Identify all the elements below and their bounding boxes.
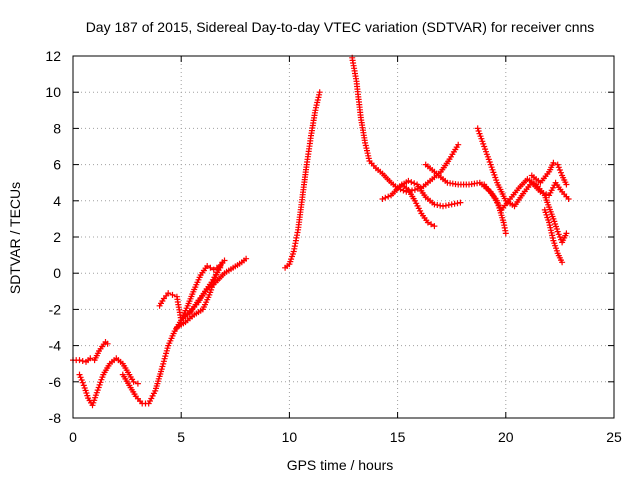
y-tick-label: 4 bbox=[53, 193, 61, 209]
series-arc-6 bbox=[182, 264, 224, 320]
data-point bbox=[243, 255, 250, 262]
data-point bbox=[104, 340, 111, 347]
axis-layer: 0 5 10 15 20 25 -8 -6 -4 -2 0 2 4 6 8 10 12 bbox=[45, 48, 622, 445]
data-point bbox=[431, 223, 438, 230]
series-arc-10 bbox=[398, 181, 438, 230]
y-tick-label: 10 bbox=[45, 84, 61, 100]
data-point bbox=[424, 219, 431, 226]
data-point bbox=[79, 379, 86, 386]
data-point bbox=[550, 159, 557, 166]
y-tick-label: -2 bbox=[49, 301, 62, 317]
data-point bbox=[554, 161, 561, 168]
y-tick-label: 2 bbox=[53, 229, 61, 245]
data-point bbox=[502, 230, 509, 237]
data-point bbox=[556, 234, 563, 240]
y-tick-label: -8 bbox=[49, 410, 62, 426]
x-tick-label: 25 bbox=[606, 429, 622, 445]
data-point bbox=[130, 378, 137, 385]
data-point bbox=[316, 89, 323, 96]
data-point bbox=[76, 371, 83, 378]
x-axis-label: GPS time / hours bbox=[287, 457, 394, 473]
data-point bbox=[405, 177, 412, 184]
data-point bbox=[79, 358, 86, 364]
data-point bbox=[554, 228, 561, 235]
data-point bbox=[204, 263, 211, 269]
data-point bbox=[411, 186, 418, 193]
data-point bbox=[87, 355, 94, 362]
data-point bbox=[219, 259, 226, 266]
x-tick-label: 10 bbox=[282, 429, 298, 445]
data-point bbox=[563, 230, 570, 237]
data-point bbox=[76, 357, 83, 364]
data-point bbox=[134, 380, 141, 387]
y-tick-label: 8 bbox=[53, 120, 61, 136]
data-point bbox=[411, 180, 418, 187]
y-tick-label: 12 bbox=[45, 48, 61, 64]
series-arc-7 bbox=[282, 89, 323, 271]
series-arc-14 bbox=[528, 159, 570, 188]
data-point bbox=[78, 377, 85, 383]
y-axis-label: SDTVAR / TECUs bbox=[7, 182, 23, 294]
plot-frame bbox=[72, 55, 615, 419]
series-arc-2 bbox=[76, 355, 141, 409]
data-point bbox=[428, 221, 435, 228]
data-point bbox=[555, 231, 562, 238]
x-tick-label: 0 bbox=[69, 429, 77, 445]
y-tick-label: 6 bbox=[53, 157, 61, 173]
y-tick-label: -4 bbox=[49, 338, 62, 354]
x-tick-label: 20 bbox=[498, 429, 514, 445]
grid-layer bbox=[73, 56, 614, 418]
y-tick-label: -6 bbox=[49, 374, 62, 390]
chart-title: Day 187 of 2015, Sidereal Day-to-day VTE… bbox=[86, 19, 595, 35]
data-point bbox=[558, 169, 564, 176]
series-arc-9 bbox=[379, 177, 464, 210]
data-point bbox=[556, 167, 563, 173]
data-point bbox=[379, 196, 386, 202]
x-tick-label: 5 bbox=[177, 429, 185, 445]
series-layer bbox=[70, 54, 572, 409]
data-point bbox=[457, 199, 464, 206]
data-point bbox=[563, 181, 570, 188]
series-arc-13 bbox=[481, 176, 570, 246]
data-point bbox=[455, 141, 462, 148]
data-point bbox=[217, 264, 224, 271]
data-point bbox=[162, 353, 169, 360]
data-point bbox=[385, 193, 392, 200]
data-point bbox=[382, 194, 389, 201]
data-point bbox=[207, 264, 214, 271]
data-point bbox=[555, 164, 562, 171]
data-point bbox=[77, 374, 84, 381]
y-tick-label: 0 bbox=[53, 265, 61, 281]
data-point bbox=[408, 179, 415, 186]
data-point bbox=[165, 290, 172, 297]
data-point bbox=[169, 291, 176, 298]
series-arc-15 bbox=[541, 206, 566, 266]
data-point bbox=[559, 259, 566, 266]
series-arc-3 bbox=[119, 257, 228, 407]
data-point bbox=[565, 196, 572, 202]
x-tick-label: 15 bbox=[390, 429, 406, 445]
series-arc-8 bbox=[349, 54, 462, 195]
